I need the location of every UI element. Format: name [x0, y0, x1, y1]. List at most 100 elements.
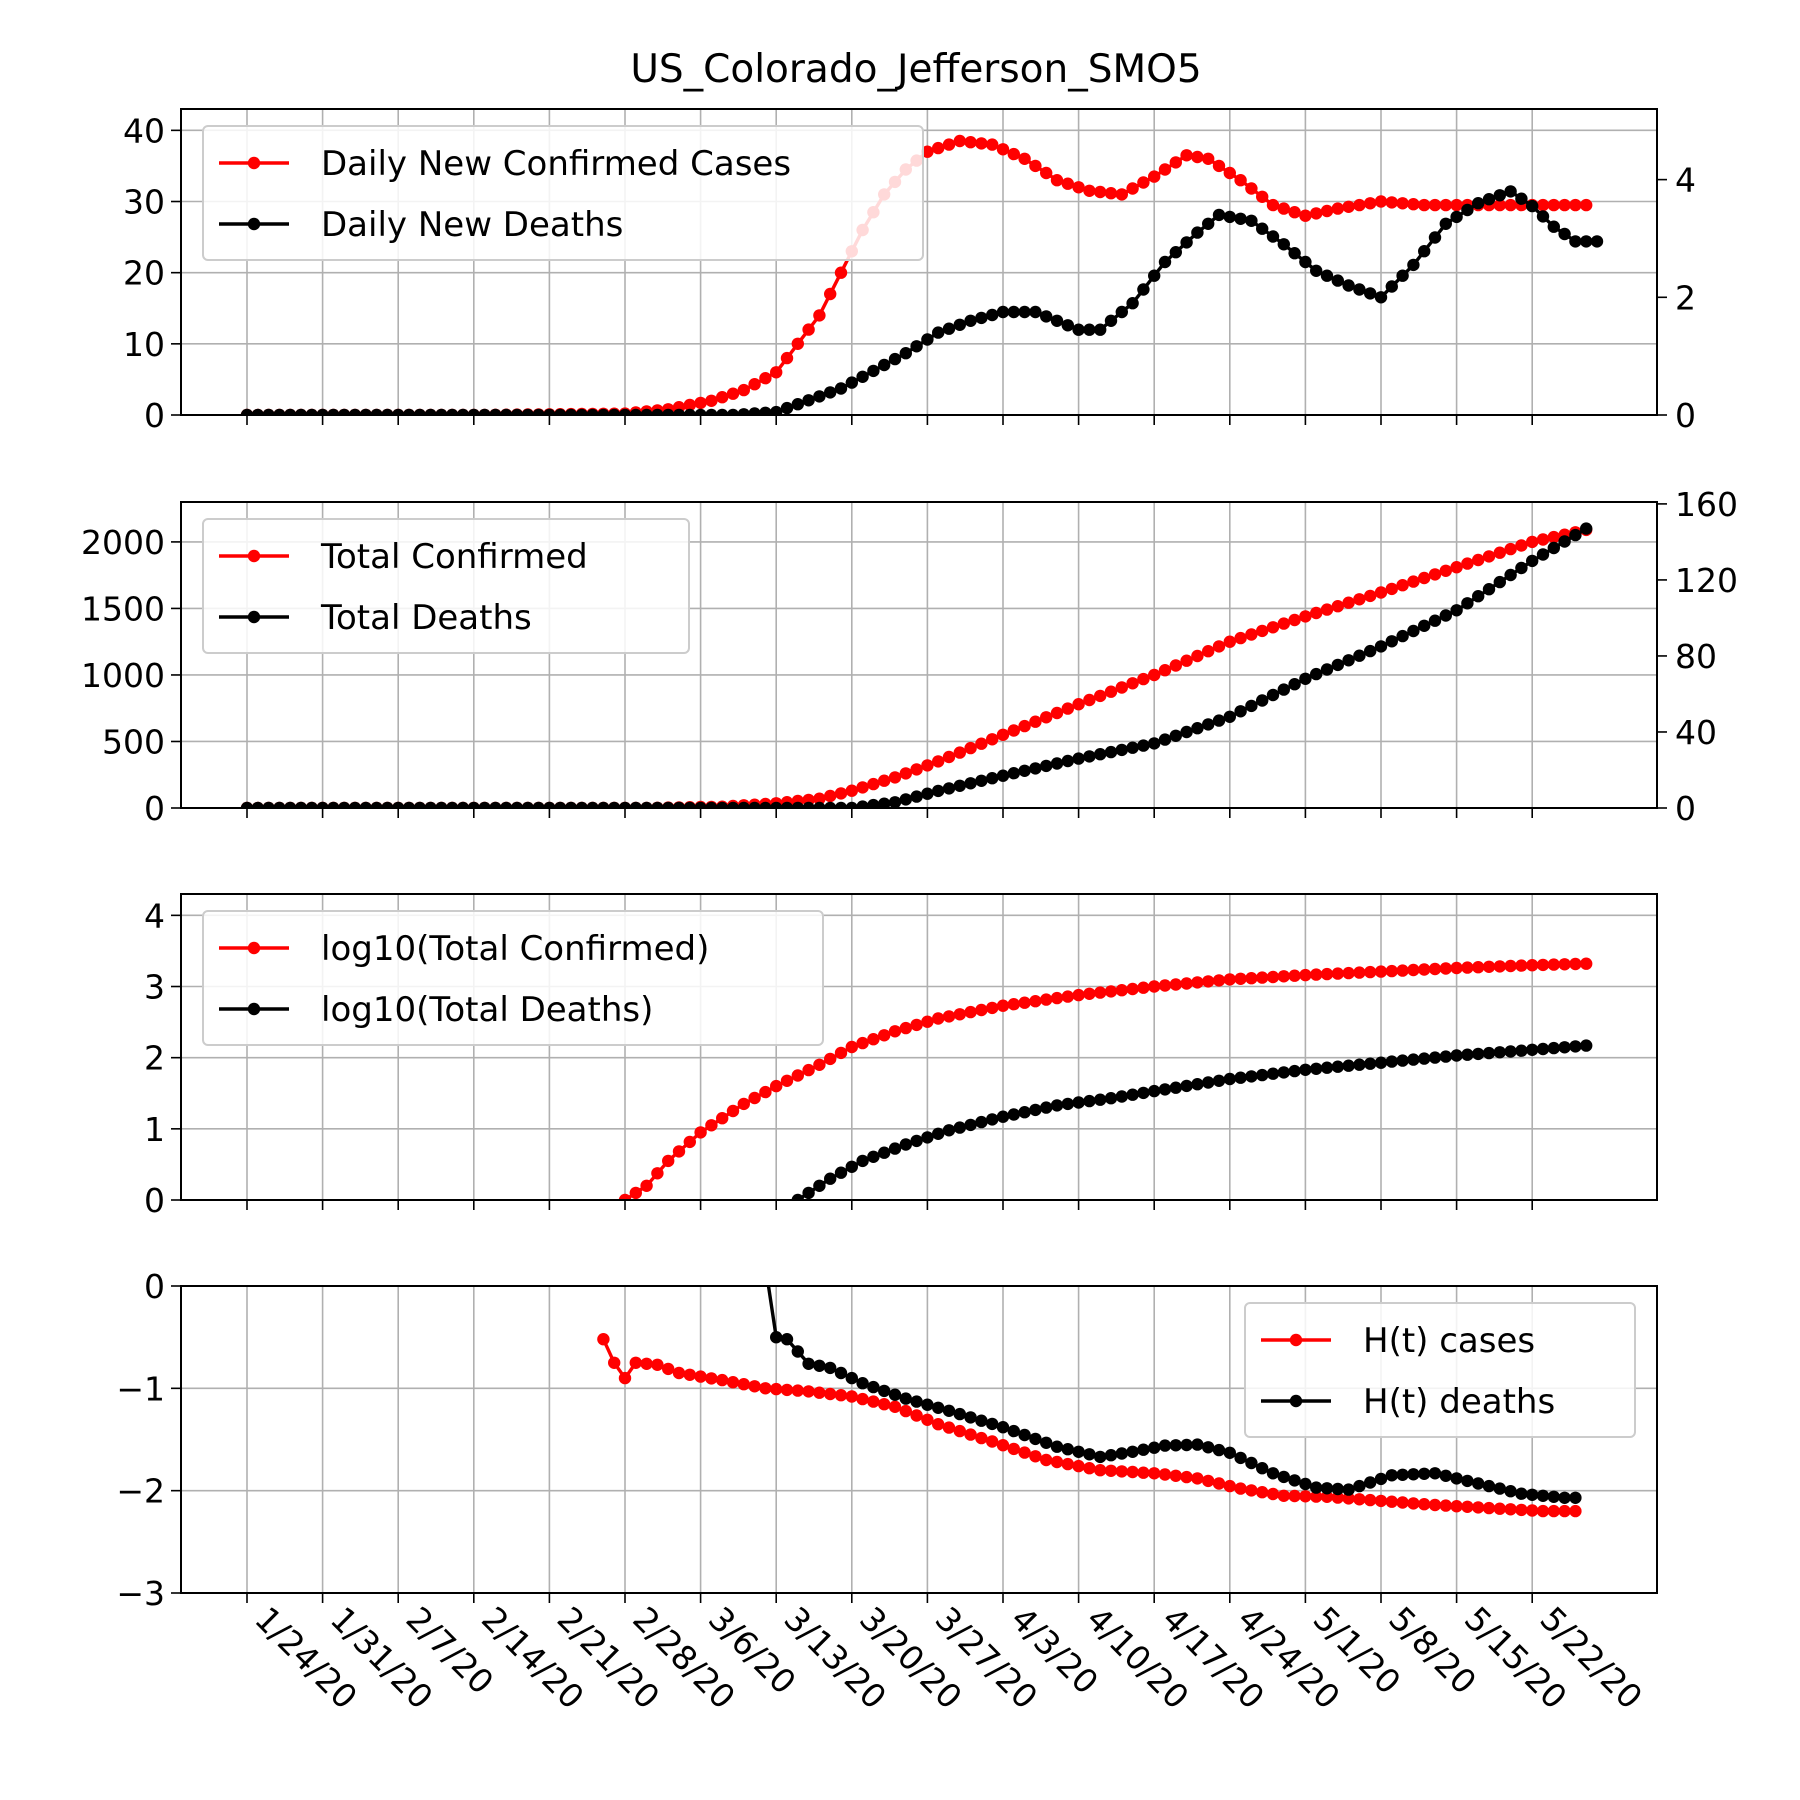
- data-point: [1526, 1488, 1539, 1502]
- data-point: [780, 1333, 794, 1346]
- data-point: [953, 318, 966, 331]
- data-point: [1439, 609, 1453, 622]
- data-point: [1234, 174, 1247, 187]
- data-point: [1266, 230, 1280, 243]
- data-point: [1396, 629, 1409, 643]
- data-point: [716, 408, 729, 415]
- data-point: [1536, 1504, 1550, 1518]
- data-point: [543, 408, 556, 415]
- data-point: [813, 1386, 826, 1399]
- data-point: [1126, 741, 1139, 754]
- data-point: [1061, 754, 1075, 768]
- legend-label: Daily New Deaths: [321, 205, 623, 245]
- data-point: [716, 391, 729, 404]
- data-point: [1169, 729, 1183, 742]
- data-point: [683, 1135, 696, 1149]
- data-point: [867, 1395, 880, 1408]
- data-point: [942, 1010, 956, 1023]
- data-point: [1072, 1096, 1085, 1109]
- data-point: [964, 1118, 977, 1132]
- data-point: [1029, 159, 1042, 173]
- y-tick-label: 1500: [81, 589, 165, 628]
- data-point: [780, 1074, 794, 1088]
- data-point: [1342, 654, 1355, 667]
- data-point: [1342, 596, 1355, 609]
- data-point: [694, 396, 707, 410]
- data-point: [1331, 658, 1345, 672]
- data-point: [1320, 204, 1334, 218]
- data-point: [1094, 748, 1107, 761]
- data-point: [1094, 986, 1107, 999]
- data-point: [1180, 977, 1193, 990]
- data-point: [1094, 1464, 1107, 1477]
- data-point: [1515, 539, 1528, 552]
- data-point: [381, 801, 394, 808]
- data-point: [705, 1372, 718, 1385]
- data-point: [1450, 210, 1463, 224]
- y-tick-label: 0: [144, 1267, 165, 1306]
- y-tick-label: 1000: [81, 656, 165, 695]
- data-point: [435, 408, 448, 415]
- data-point: [1558, 227, 1571, 241]
- data-point: [856, 1377, 869, 1390]
- data-point: [986, 772, 999, 785]
- data-point: [1428, 198, 1442, 212]
- data-point: [554, 408, 567, 415]
- data-point: [834, 382, 848, 395]
- data-point: [1396, 579, 1409, 592]
- data-point: [1342, 1483, 1355, 1496]
- data-point: [1050, 174, 1064, 187]
- y-tick-label: −2: [116, 1472, 165, 1511]
- data-point: [1083, 1448, 1096, 1461]
- data-point: [1191, 1472, 1204, 1485]
- data-point: [1191, 1438, 1204, 1451]
- data-point: [1320, 663, 1334, 676]
- data-point: [1299, 209, 1312, 222]
- data-point: [1094, 1450, 1107, 1464]
- data-point: [888, 1388, 902, 1401]
- data-point: [1202, 152, 1215, 165]
- data-point: [532, 801, 545, 808]
- data-point: [813, 309, 826, 322]
- data-point: [1428, 1467, 1442, 1480]
- data-point: [1245, 699, 1258, 713]
- data-point: [802, 1063, 815, 1077]
- data-point: [986, 1113, 999, 1126]
- data-point: [791, 1069, 804, 1082]
- data-point: [1461, 1474, 1474, 1488]
- data-point: [1450, 961, 1463, 975]
- data-point: [1320, 1482, 1334, 1495]
- data-point: [878, 358, 891, 372]
- data-point: [878, 1029, 891, 1042]
- data-point: [586, 801, 599, 808]
- data-point: [1061, 990, 1075, 1003]
- data-point: [964, 314, 977, 327]
- data-point: [1364, 287, 1377, 300]
- data-point: [910, 763, 923, 776]
- data-point: [1450, 198, 1463, 212]
- data-point: [1169, 246, 1183, 259]
- data-point: [683, 398, 696, 412]
- data-point: [813, 390, 826, 403]
- data-point: [327, 408, 340, 415]
- data-point: [942, 138, 956, 151]
- data-point: [899, 347, 912, 360]
- data-point: [694, 408, 707, 415]
- data-point: [899, 1392, 912, 1405]
- data-point: [240, 408, 254, 415]
- data-point: [1094, 689, 1107, 703]
- data-point: [1288, 1064, 1301, 1078]
- data-point: [1137, 1443, 1150, 1456]
- data-point: [802, 1385, 815, 1398]
- y-tick-label: 500: [102, 722, 165, 761]
- data-point: [1126, 1445, 1139, 1459]
- data-point: [921, 1413, 934, 1427]
- data-point: [791, 337, 804, 350]
- data-point: [1169, 156, 1183, 169]
- data-point: [1515, 1503, 1528, 1517]
- data-point: [1266, 688, 1280, 702]
- data-point: [845, 801, 858, 808]
- data-point: [1331, 1060, 1345, 1073]
- data-point: [1493, 1502, 1507, 1515]
